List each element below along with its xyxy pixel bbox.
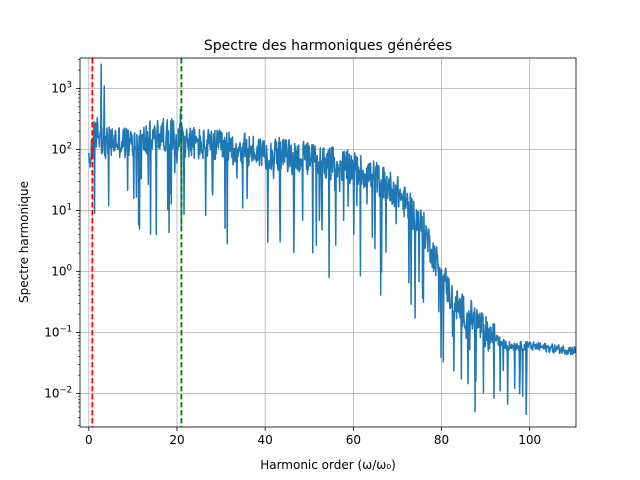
y-tick-label: 10−1 xyxy=(44,324,72,339)
spectrum-line xyxy=(88,63,576,416)
y-tick-label: 10−2 xyxy=(44,385,72,400)
x-axis-ticks: 0 20 40 60 80 100 xyxy=(85,427,541,447)
y-tick-label: 101 xyxy=(51,202,72,217)
x-tick-label: 0 xyxy=(85,433,93,447)
x-tick-label: 80 xyxy=(434,433,449,447)
y-tick-label: 100 xyxy=(51,263,72,278)
x-tick-label: 60 xyxy=(346,433,361,447)
x-tick-label: 40 xyxy=(258,433,273,447)
y-axis-ticks: 10−2 10−1 100 101 102 103 xyxy=(44,59,80,426)
y-axis-label: Spectre harmonique xyxy=(17,181,31,303)
y-tick-label: 102 xyxy=(51,141,72,156)
x-tick-label: 100 xyxy=(518,433,541,447)
x-tick-label: 20 xyxy=(169,433,184,447)
grid-lines xyxy=(80,58,576,427)
data-layer xyxy=(88,63,576,416)
x-axis-label: Harmonic order (ω/ω₀) xyxy=(260,458,396,472)
y-tick-label: 103 xyxy=(51,80,72,95)
plot-area xyxy=(80,58,576,427)
chart-title: Spectre des harmoniques générées xyxy=(204,38,452,54)
reference-lines xyxy=(91,58,183,427)
